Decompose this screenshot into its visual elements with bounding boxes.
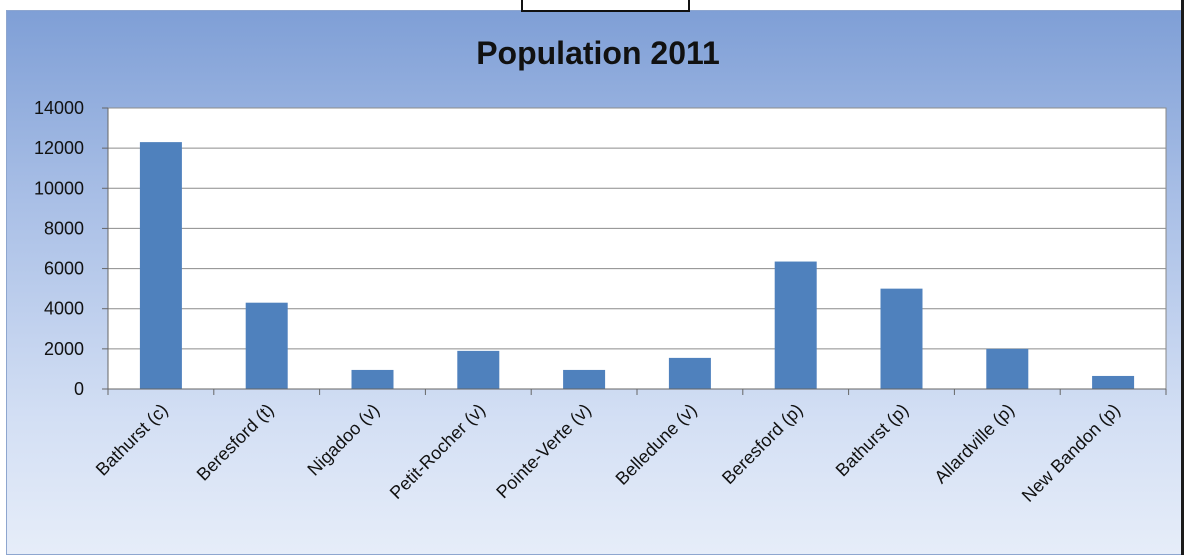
x-tick-label: Bathurst (p)	[832, 400, 913, 481]
bar-5	[668, 357, 711, 389]
y-tick-label: 2000	[44, 339, 84, 359]
x-tick-label: New Bandon (p)	[1018, 400, 1124, 506]
bar-4	[563, 369, 606, 389]
y-tick-label: 10000	[34, 178, 84, 198]
x-tick-label: Belledune (v)	[612, 400, 701, 489]
x-tick-label: Beresford (t)	[193, 400, 278, 485]
y-tick-label: 12000	[34, 138, 84, 158]
bar-3	[457, 350, 500, 389]
chart-title: Population 2011	[476, 35, 720, 71]
bars	[139, 142, 1135, 389]
y-tick-label: 4000	[44, 299, 84, 319]
x-tick-label: Bathurst (c)	[92, 400, 172, 480]
x-tick-label: Pointe-Verte (v)	[492, 400, 595, 503]
y-tick-label: 14000	[34, 98, 84, 118]
y-tick-label: 8000	[44, 218, 84, 238]
y-tick-label: 6000	[44, 259, 84, 279]
bar-0	[139, 142, 182, 389]
x-axis: Bathurst (c) Beresford (t) Nigadoo (v) Peti…	[92, 388, 1167, 506]
bar-8	[986, 348, 1029, 389]
bar-7	[880, 288, 923, 389]
bar-6	[774, 261, 817, 389]
y-tick-label: 0	[74, 379, 84, 399]
x-tick-label: Petit-Rocher (v)	[386, 400, 489, 503]
bar-1	[245, 302, 288, 389]
y-axis: 0 2000 4000 6000 8000 10000 12000 14000	[34, 98, 109, 399]
bar-2	[351, 369, 394, 389]
right-edge	[1181, 0, 1184, 555]
bar-9	[1092, 375, 1135, 389]
x-tick-label: Allardville (p)	[930, 400, 1018, 488]
top-box	[521, 0, 690, 12]
x-tick-label: Beresford (p)	[718, 400, 806, 488]
x-tick-label: Nigadoo (v)	[303, 400, 383, 480]
